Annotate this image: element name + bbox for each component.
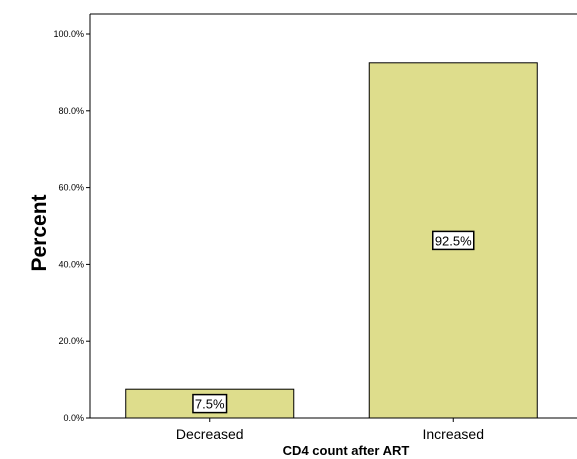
x-category-label: Increased bbox=[423, 426, 484, 442]
x-axis-category-labels: Decreased Increased bbox=[176, 418, 484, 442]
x-axis-title: CD4 count after ART bbox=[283, 443, 410, 458]
y-tick-label: 80.0% bbox=[58, 106, 84, 116]
bars-group: 7.5% 92.5% bbox=[126, 63, 538, 418]
y-tick-label: 0.0% bbox=[63, 413, 84, 423]
y-axis-title: Percent bbox=[28, 194, 51, 271]
y-tick-label: 60.0% bbox=[58, 183, 84, 193]
data-label: 92.5% bbox=[435, 233, 472, 248]
y-tick-label: 20.0% bbox=[58, 336, 84, 346]
y-axis-ticks: 0.0% 20.0% 40.0% 60.0% 80.0% 100.0% bbox=[53, 29, 90, 423]
y-tick-label: 40.0% bbox=[58, 259, 84, 269]
data-label: 7.5% bbox=[195, 397, 225, 412]
x-category-label: Decreased bbox=[176, 426, 244, 442]
y-tick-label: 100.0% bbox=[53, 29, 84, 39]
